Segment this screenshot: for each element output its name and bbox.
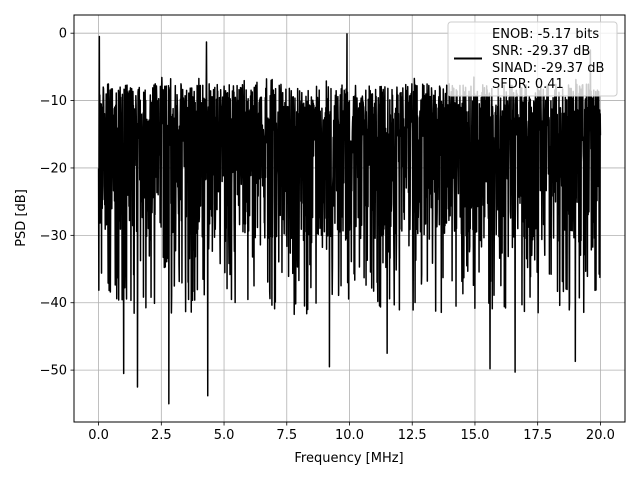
legend-enob: ENOB: -5.17 bits bbox=[492, 27, 599, 42]
y-axis-ticks: 0 −10 −20 −30 −40 −50 bbox=[40, 27, 74, 379]
x-tick-label: 5.0 bbox=[214, 428, 235, 443]
y-tick-label: −30 bbox=[40, 229, 67, 244]
y-tick-label: −10 bbox=[40, 94, 67, 109]
x-axis-ticks: 0.0 2.5 5.0 7.5 10.0 12.5 15.0 17.5 20.0 bbox=[88, 422, 615, 443]
x-tick-label: 10.0 bbox=[335, 428, 364, 443]
x-tick-label: 0.0 bbox=[88, 428, 109, 443]
x-tick-label: 15.0 bbox=[460, 428, 489, 443]
y-axis-label: PSD [dB] bbox=[14, 189, 29, 247]
legend-sinad: SINAD: -29.37 dB bbox=[492, 61, 604, 76]
legend-sfdr: SFDR: 0.41 bbox=[492, 77, 564, 92]
legend-box bbox=[447, 21, 618, 97]
x-tick-label: 2.5 bbox=[151, 428, 172, 443]
legend: ENOB: -5.17 bits SNR: -29.37 dB SINAD: -… bbox=[447, 21, 618, 97]
x-tick-label: 17.5 bbox=[523, 428, 552, 443]
y-tick-label: −40 bbox=[40, 296, 67, 311]
x-tick-label: 20.0 bbox=[586, 428, 615, 443]
y-tick-label: −50 bbox=[40, 364, 67, 379]
series-group bbox=[97, 33, 602, 405]
x-tick-label: 7.5 bbox=[276, 428, 297, 443]
legend-snr: SNR: -29.37 dB bbox=[492, 44, 590, 59]
y-tick-label: 0 bbox=[59, 27, 67, 42]
psd-series-line bbox=[97, 33, 602, 405]
y-tick-label: −20 bbox=[40, 161, 67, 176]
x-axis-label: Frequency [MHz] bbox=[294, 451, 403, 466]
x-tick-label: 12.5 bbox=[398, 428, 427, 443]
